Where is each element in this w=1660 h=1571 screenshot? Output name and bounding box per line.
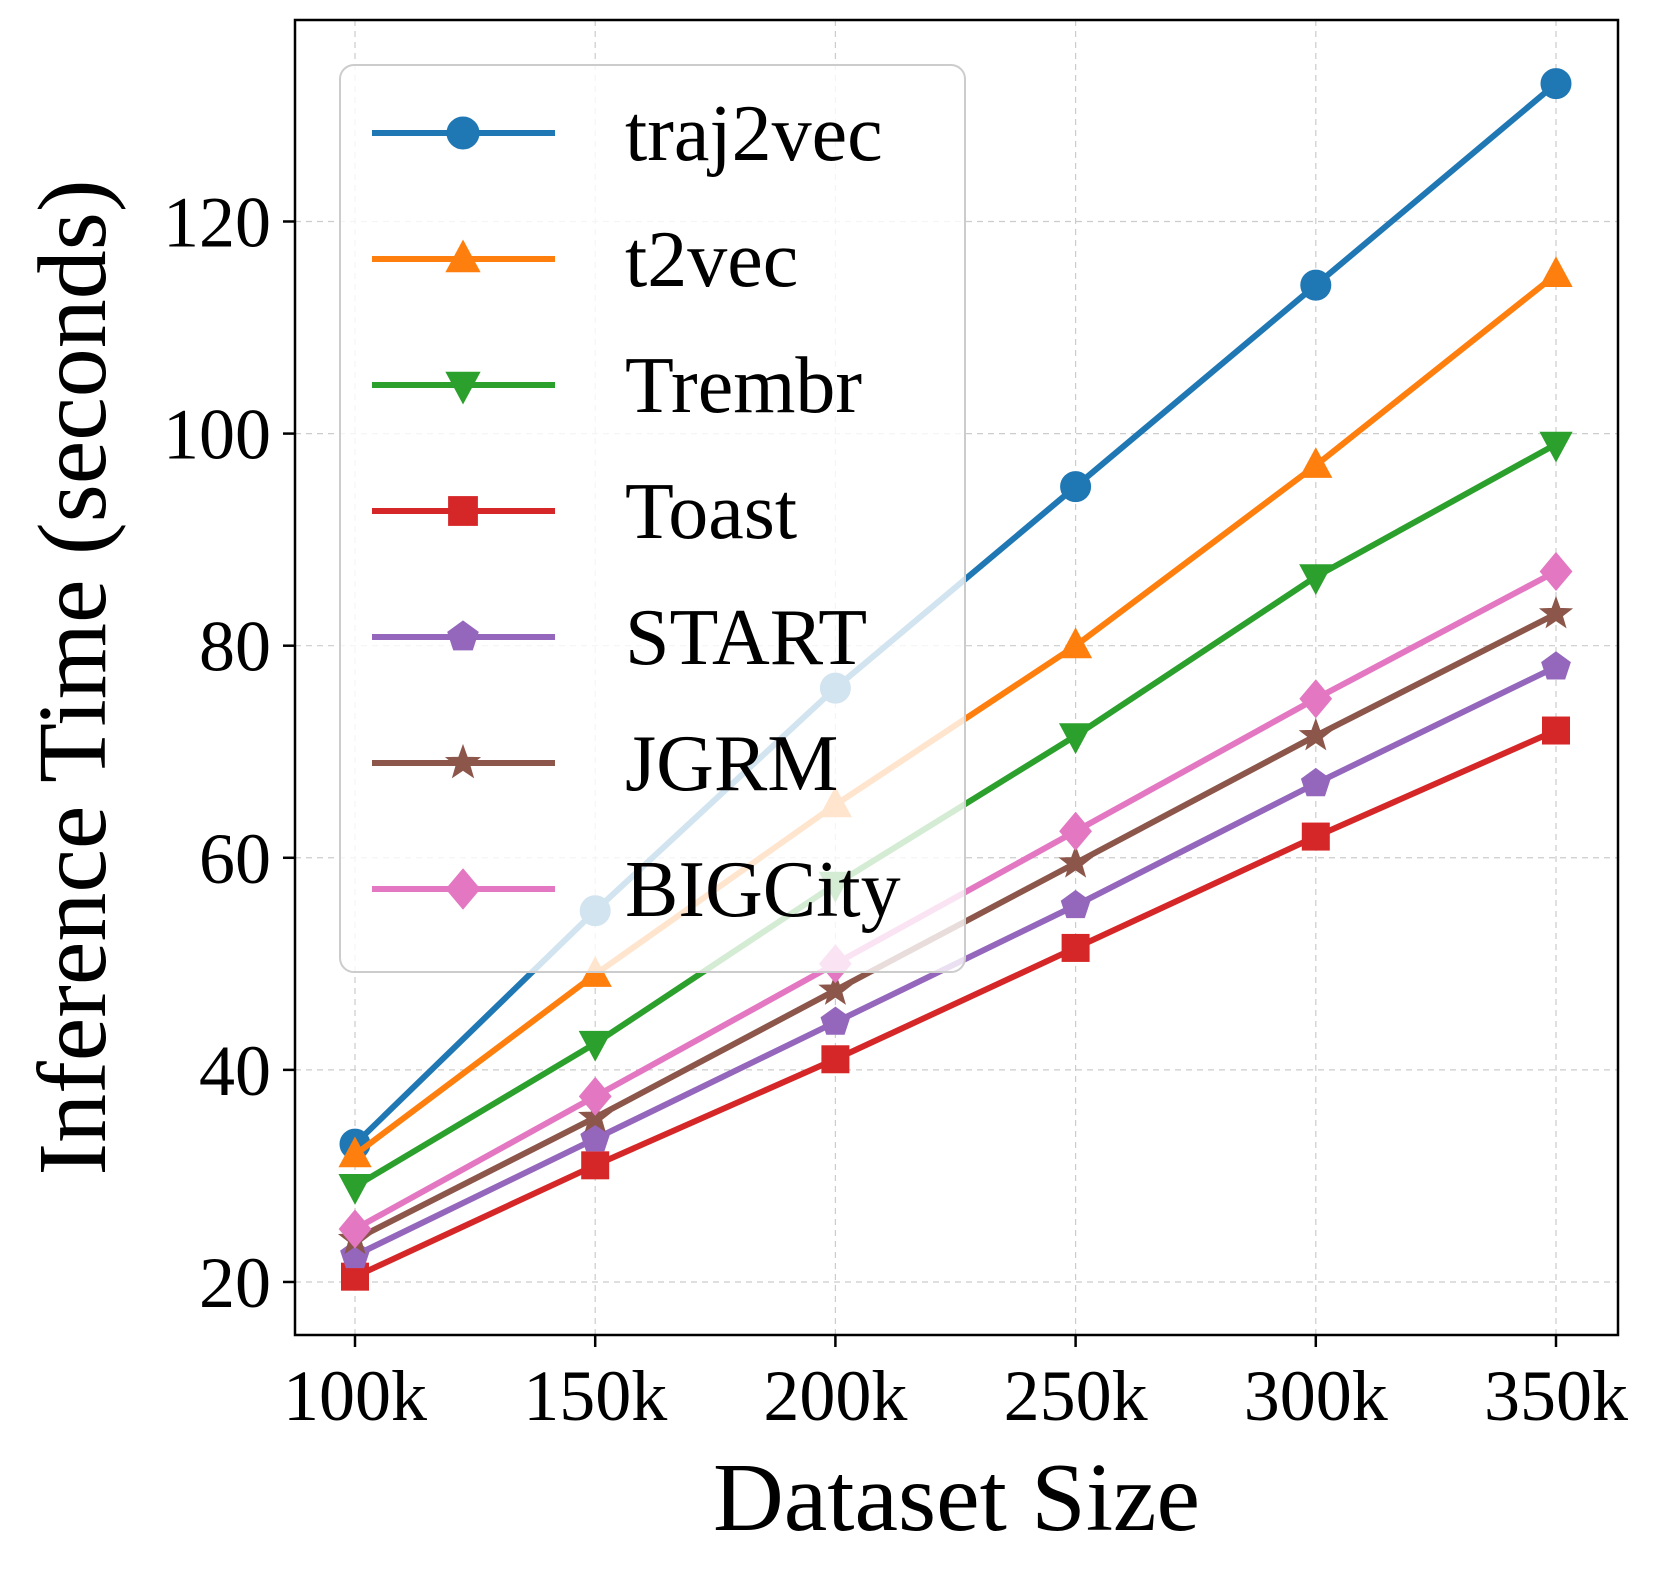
y-axis-title: Inference Time (seconds) xyxy=(19,179,127,1175)
data-point xyxy=(1538,595,1574,629)
legend-item: t2vec xyxy=(372,216,798,304)
data-point xyxy=(580,1123,611,1152)
x-tick-label: 350k xyxy=(1484,1356,1628,1436)
legend-label: BIGCity xyxy=(625,846,901,934)
legend-item: START xyxy=(372,594,867,682)
legend-marker xyxy=(446,116,480,150)
data-point xyxy=(578,1030,612,1062)
legend-box xyxy=(339,64,966,973)
x-tick-label: 150k xyxy=(523,1356,667,1436)
legend-item: JGRM xyxy=(372,720,838,808)
series-line xyxy=(353,727,1558,1280)
data-point xyxy=(820,1006,851,1035)
legend-marker xyxy=(445,371,481,405)
data-point xyxy=(818,972,853,1005)
legend-item: BIGCity xyxy=(372,846,901,934)
legend-marker xyxy=(445,239,481,273)
data-point xyxy=(1298,717,1333,751)
data-point xyxy=(1060,889,1091,919)
data-point xyxy=(581,1151,610,1180)
x-tick-label: 100k xyxy=(283,1356,427,1436)
data-point xyxy=(1301,822,1330,851)
y-tick-label: 60 xyxy=(199,819,271,899)
legend-marker xyxy=(448,496,478,526)
series-toast xyxy=(341,716,1570,1291)
data-point xyxy=(1299,679,1333,719)
x-tick-label: 200k xyxy=(763,1356,907,1436)
data-point xyxy=(1299,564,1333,596)
data-point xyxy=(1061,933,1090,962)
legend-marker xyxy=(444,743,482,779)
data-point xyxy=(1539,551,1573,591)
legend-label: traj2vec xyxy=(625,90,883,178)
axis-ticks: 100k 150k 200k 250k 300k 350k 20 40 60 80 100 120 xyxy=(163,182,1628,1436)
data-point xyxy=(578,1099,613,1133)
data-point xyxy=(1539,431,1573,463)
data-point xyxy=(338,1174,372,1205)
y-tick-label: 40 xyxy=(199,1031,271,1111)
legend-label: START xyxy=(625,594,867,682)
data-point xyxy=(1060,471,1092,503)
data-point xyxy=(578,1076,612,1116)
y-tick-label: 20 xyxy=(199,1243,271,1323)
legend-label: t2vec xyxy=(625,216,798,304)
data-point xyxy=(1541,651,1571,680)
legend-item: traj2vec xyxy=(372,90,883,178)
data-point xyxy=(1059,811,1092,851)
plot-frame xyxy=(293,18,1620,1337)
data-point xyxy=(1539,256,1573,287)
data-point xyxy=(1540,68,1572,100)
x-axis-title: Dataset Size xyxy=(713,1444,1200,1552)
legend-item: Trembr xyxy=(372,342,862,430)
data-point xyxy=(1058,627,1093,659)
data-point xyxy=(1299,447,1333,478)
legend-label: Trembr xyxy=(625,342,862,430)
data-point xyxy=(1300,269,1332,301)
x-tick-label: 250k xyxy=(1004,1356,1148,1436)
data-point xyxy=(1300,767,1331,797)
data-point xyxy=(1542,716,1570,745)
y-tick-label: 80 xyxy=(199,607,271,687)
data-point xyxy=(338,1209,372,1249)
series-layer xyxy=(337,68,1574,1291)
y-tick-label: 100 xyxy=(163,395,271,475)
y-tick-label: 120 xyxy=(163,182,271,262)
legend-label: JGRM xyxy=(625,720,838,808)
data-point xyxy=(821,1045,850,1074)
legend: traj2vec t2vec Trembr Toast START JGRM BIGCity xyxy=(339,64,966,973)
data-point xyxy=(1058,845,1093,878)
data-point xyxy=(338,1136,372,1168)
x-tick-label: 300k xyxy=(1244,1356,1388,1436)
legend-marker xyxy=(447,620,479,651)
legend-marker xyxy=(445,868,481,910)
data-point xyxy=(1058,723,1093,755)
legend-item: Toast xyxy=(372,468,797,556)
legend-label: Toast xyxy=(625,468,797,556)
